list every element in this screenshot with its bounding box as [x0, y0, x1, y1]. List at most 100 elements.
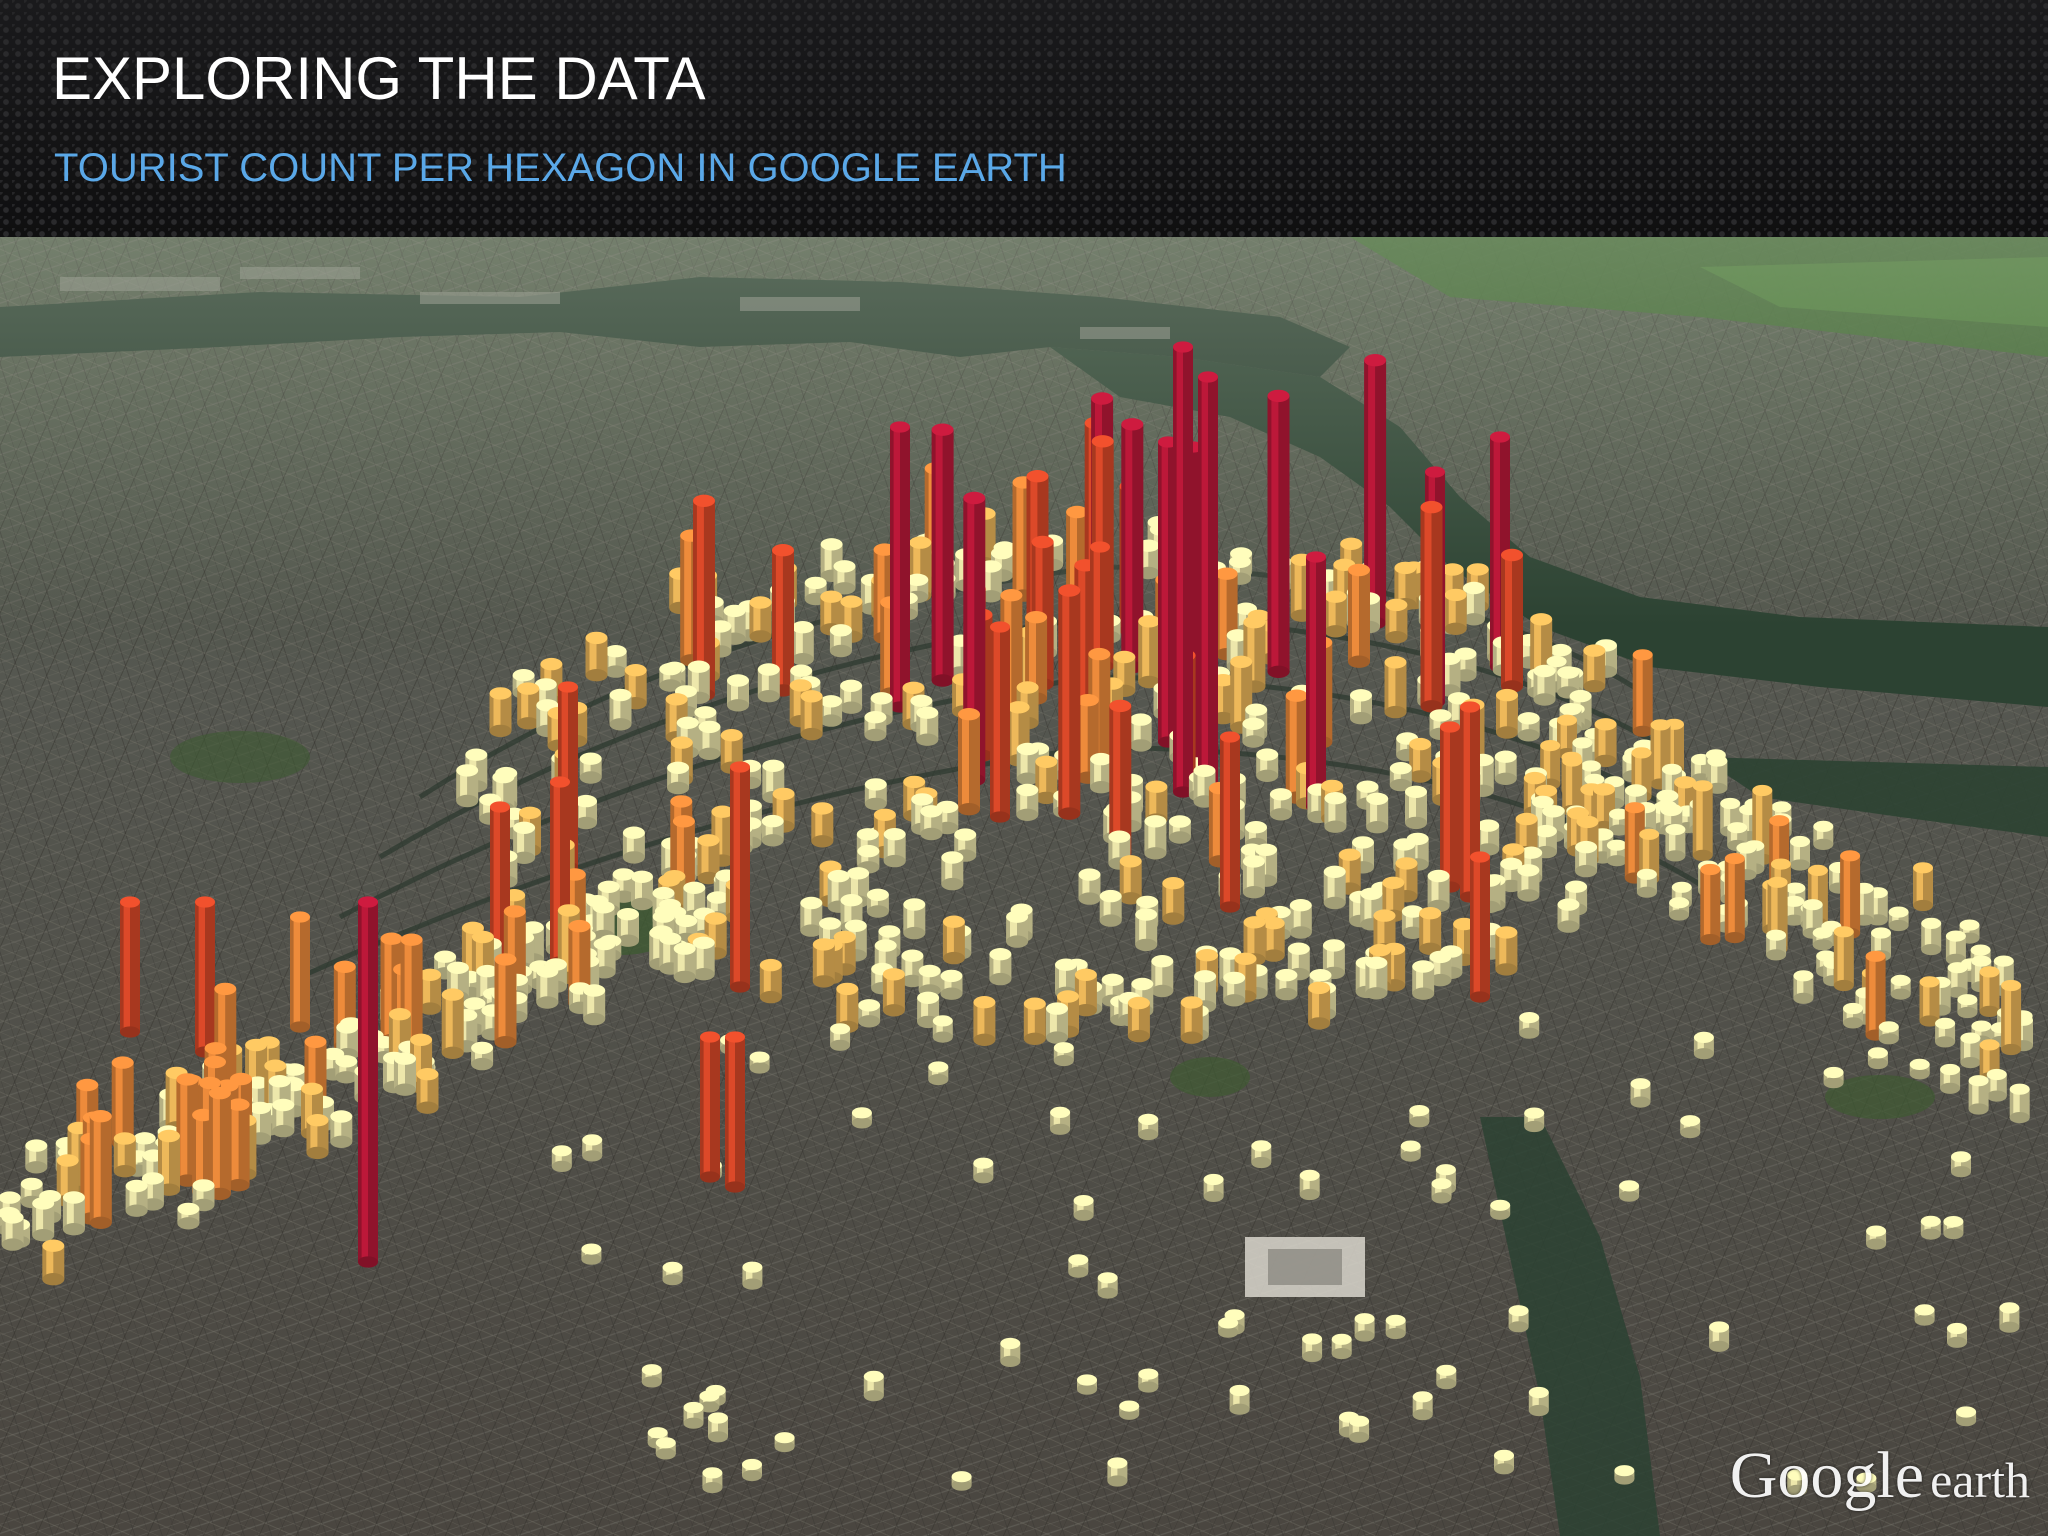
- hexagon-column[interactable]: [673, 942, 696, 984]
- hexagon-column[interactable]: [1385, 1314, 1406, 1340]
- hexagon-column[interactable]: [1138, 1368, 1159, 1393]
- hexagon-column[interactable]: [882, 968, 905, 1017]
- hexagon-column[interactable]: [700, 1031, 720, 1183]
- hexagon-column[interactable]: [1006, 910, 1029, 948]
- hexagon-column[interactable]: [811, 802, 834, 848]
- hexagon-column[interactable]: [1519, 1012, 1540, 1039]
- hexagon-column[interactable]: [1766, 929, 1787, 961]
- hexagon-column[interactable]: [1427, 869, 1450, 913]
- hexagon-column[interactable]: [742, 1261, 763, 1290]
- hexagon-column[interactable]: [1947, 1322, 1967, 1348]
- hexagon-column[interactable]: [725, 1031, 745, 1193]
- hexagon-column[interactable]: [1251, 1140, 1272, 1169]
- hexagon-column[interactable]: [1528, 1386, 1549, 1417]
- hexagon-column[interactable]: [1920, 1215, 1941, 1240]
- hexagon-column[interactable]: [1119, 855, 1142, 905]
- hexagon-column[interactable]: [1078, 868, 1101, 905]
- hexagon-column[interactable]: [1840, 850, 1861, 939]
- hexagon-column[interactable]: [1302, 1333, 1323, 1363]
- hexagon-column[interactable]: [1107, 1457, 1128, 1487]
- hexagon-column[interactable]: [1097, 1272, 1118, 1299]
- hexagon-column[interactable]: [1023, 997, 1046, 1046]
- hexagon-column[interactable]: [195, 896, 215, 1058]
- hexagon-column[interactable]: [973, 996, 996, 1046]
- hexagon-column[interactable]: [1909, 1058, 1930, 1080]
- hexagon-column[interactable]: [2001, 979, 2022, 1056]
- hexagon-column[interactable]: [513, 821, 536, 864]
- hexagon-column[interactable]: [517, 682, 540, 730]
- hexagon-column[interactable]: [1524, 1107, 1545, 1133]
- hexagon-column[interactable]: [1951, 1151, 1971, 1178]
- hexagon-column[interactable]: [1790, 835, 1810, 871]
- hexagon-column[interactable]: [1813, 820, 1834, 851]
- hexagon-column[interactable]: [749, 596, 772, 643]
- google-earth-map-view[interactable]: [0, 237, 2048, 1536]
- hexagon-column[interactable]: [1180, 996, 1203, 1044]
- hexagon-column[interactable]: [551, 1145, 572, 1172]
- hexagon-column[interactable]: [1533, 664, 1556, 706]
- hexagon-column[interactable]: [1129, 713, 1152, 752]
- hexagon-column[interactable]: [113, 1132, 136, 1178]
- hexagon-column[interactable]: [583, 984, 606, 1026]
- hexagon-column[interactable]: [1348, 563, 1370, 668]
- hexagon-column[interactable]: [617, 908, 639, 947]
- hexagon-column[interactable]: [1960, 1032, 1981, 1069]
- hexagon-column[interactable]: [1508, 1305, 1529, 1333]
- hexagon-column[interactable]: [759, 958, 782, 1004]
- hexagon-column[interactable]: [866, 888, 889, 918]
- hexagon-column[interactable]: [1833, 926, 1854, 992]
- hexagon-column[interactable]: [1349, 1415, 1370, 1443]
- hexagon-column[interactable]: [330, 1110, 353, 1148]
- hexagon-column[interactable]: [622, 826, 645, 864]
- hexagon-column[interactable]: [742, 1458, 762, 1482]
- hexagon-column[interactable]: [901, 949, 924, 988]
- hexagon-column[interactable]: [120, 896, 140, 1038]
- hexagon-column[interactable]: [335, 1055, 358, 1084]
- hexagon-column[interactable]: [1462, 581, 1485, 626]
- hexagon-column[interactable]: [989, 948, 1012, 986]
- hexagon-column[interactable]: [609, 688, 632, 731]
- hexagon-column[interactable]: [1843, 1002, 1863, 1029]
- hexagon-column[interactable]: [1431, 1178, 1452, 1204]
- hexagon-column[interactable]: [858, 999, 881, 1028]
- hexagon-column[interactable]: [1016, 783, 1039, 821]
- hexagon-column[interactable]: [1000, 1337, 1021, 1367]
- hexagon-column[interactable]: [940, 969, 963, 1000]
- hexagon-column[interactable]: [1275, 968, 1298, 1001]
- hexagon-column[interactable]: [582, 1134, 603, 1162]
- hexagon-column[interactable]: [42, 1239, 65, 1286]
- hexagon-column[interactable]: [699, 1390, 720, 1413]
- hexagon-column[interactable]: [1709, 1321, 1730, 1352]
- hexagon-column[interactable]: [942, 915, 965, 965]
- hexagon-column[interactable]: [20, 1177, 43, 1209]
- hexagon-column[interactable]: [1127, 996, 1150, 1043]
- hexagon-column[interactable]: [812, 938, 835, 988]
- hexagon-column[interactable]: [1823, 1066, 1844, 1089]
- hexagon-column[interactable]: [1356, 780, 1379, 810]
- hexagon-column[interactable]: [1496, 688, 1518, 739]
- hexagon-column[interactable]: [761, 814, 784, 847]
- hexagon-column[interactable]: [1793, 970, 1814, 1004]
- hexagon-column[interactable]: [306, 1114, 329, 1160]
- hexagon-column[interactable]: [1632, 649, 1653, 737]
- hexagon-column[interactable]: [192, 1179, 215, 1212]
- hexagon-column[interactable]: [1856, 1472, 1877, 1493]
- hexagon-column[interactable]: [829, 624, 852, 658]
- hexagon-column[interactable]: [1306, 551, 1326, 813]
- hexagon-column[interactable]: [1, 1211, 24, 1251]
- tourist-count-columns[interactable]: [0, 341, 2033, 1496]
- hexagon-column[interactable]: [1168, 815, 1191, 844]
- hexagon-column[interactable]: [1669, 897, 1690, 921]
- hexagon-column[interactable]: [394, 1052, 416, 1096]
- hexagon-column[interactable]: [1405, 785, 1427, 830]
- hexagon-column[interactable]: [800, 896, 823, 937]
- hexagon-column[interactable]: [1267, 389, 1290, 678]
- hexagon-column[interactable]: [1203, 1173, 1224, 1202]
- hexagon-column[interactable]: [1888, 906, 1909, 932]
- hexagon-column[interactable]: [903, 898, 926, 940]
- hexagon-column[interactable]: [1419, 907, 1442, 955]
- hexagon-column[interactable]: [1583, 644, 1606, 693]
- hexagon-column[interactable]: [1046, 1002, 1068, 1044]
- hexagon-column[interactable]: [774, 1432, 795, 1453]
- hexagon-column[interactable]: [1412, 1391, 1433, 1421]
